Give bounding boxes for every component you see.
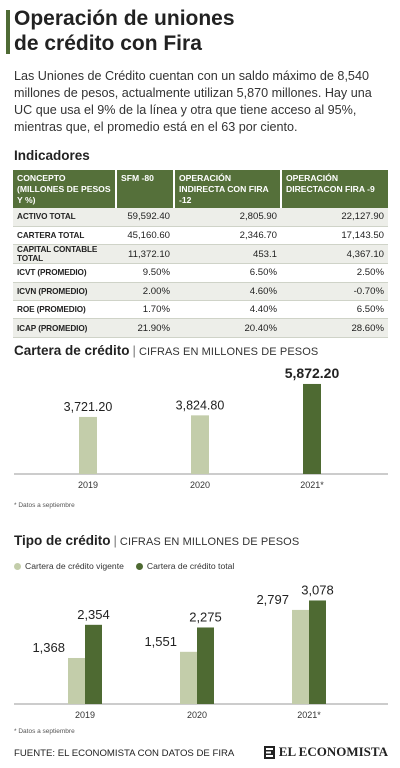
row-label: ICVT (PROMEDIO) bbox=[13, 263, 116, 283]
table-cell: 45,160.60 bbox=[116, 226, 174, 246]
column-header: OPERACIÓN INDIRECTA CON FIRA -12 bbox=[174, 170, 282, 208]
bar bbox=[191, 415, 209, 474]
chart2-heading: Tipo de crédito | CIFRAS EN MILLONES DE PE… bbox=[14, 533, 300, 548]
brand-name: EL ECONOMISTA bbox=[278, 744, 388, 759]
legend-swatch-vigente bbox=[14, 562, 21, 570]
chart1-heading: Cartera de crédito | CIFRAS EN MILLONES DE… bbox=[14, 343, 319, 358]
table-row: CARTERA TOTAL 45,160.60 2,346.70 17,143.50 bbox=[13, 226, 388, 246]
legend-swatch-total bbox=[135, 562, 143, 570]
table-row: ICAP (PROMEDIO) 21.90% 20.40% 28.60% bbox=[13, 318, 388, 338]
x-tick-label: 2019 bbox=[78, 480, 98, 490]
table-cell: 2.00% bbox=[116, 282, 174, 302]
table-cell: 11,372.10 bbox=[116, 244, 174, 265]
data-label: 2,275 bbox=[189, 609, 222, 624]
table-cell: 4.40% bbox=[174, 300, 281, 320]
chart2-legend: Cartera de crédito vigente Cartera de cr… bbox=[14, 561, 246, 571]
table-row: ROE (PROMEDIO) 1.70% 4.40% 6.50% bbox=[13, 300, 388, 320]
table-cell: 22,127.90 bbox=[281, 208, 388, 227]
data-label: 1,551 bbox=[144, 634, 177, 649]
table-cell: 28.60% bbox=[281, 318, 388, 338]
column-header: OPERACIÓN DIRECTACON FIRA -9 bbox=[281, 170, 388, 208]
row-label: ICAP (PROMEDIO) bbox=[13, 318, 116, 338]
intro-paragraph: Las Uniones de Crédito cuentan con un sa… bbox=[14, 69, 372, 134]
x-tick-label: 2021* bbox=[297, 710, 321, 720]
table-cell: 2,346.70 bbox=[174, 226, 281, 246]
x-tick-label: 2021* bbox=[300, 480, 324, 490]
indicators-header-row: CONCEPTO (MILLONES DE PESOS Y %) SFM -80 O… bbox=[13, 170, 388, 208]
bar-total bbox=[309, 600, 326, 704]
title-line-1: Operación de uniones bbox=[14, 7, 235, 30]
table-cell: 4,367.10 bbox=[281, 244, 388, 265]
indicators-table: CONCEPTO (MILLONES DE PESOS Y %) SFM -80 O… bbox=[13, 170, 388, 338]
table-row: ICVT (PROMEDIO) 9.50% 6.50% 2.50% bbox=[13, 263, 388, 283]
table-row: CAPITAL CONTABLE TOTAL 11,372.10 453.1 4,36… bbox=[13, 244, 388, 265]
chart1-note: * Datos a septiembre bbox=[14, 502, 75, 509]
table-cell: 6.50% bbox=[281, 300, 388, 320]
bar-vigente bbox=[180, 651, 197, 704]
chart1-svg: 3,721.20 2019 3,824.80 2020 5,872.20 2021* bbox=[14, 365, 388, 490]
page-title: Operación de uniones de crédito con Fira bbox=[14, 6, 394, 56]
x-tick-label: 2020 bbox=[187, 710, 207, 720]
table-cell: 2,805.90 bbox=[174, 208, 281, 227]
row-label: ROE (PROMEDIO) bbox=[13, 300, 116, 320]
chart1-container: 3,721.20 2019 3,824.80 2020 5,872.20 2021* bbox=[0, 360, 400, 500]
column-header: SFM -80 bbox=[116, 170, 175, 208]
chart2-svg: 1,368 2,354 2019 1,551 2,275 2020 2,797 3,078 20… bbox=[14, 582, 388, 720]
table-cell: 20.40% bbox=[174, 318, 281, 338]
data-label: 2,354 bbox=[77, 607, 110, 622]
chart2-container: 1,368 2,354 2019 1,551 2,275 2020 2,797 3,078 20… bbox=[0, 568, 400, 724]
bar-vigente bbox=[68, 657, 85, 704]
table-cell: 9.50% bbox=[116, 263, 174, 283]
title-accent-bar bbox=[6, 10, 10, 54]
table-cell: -0.70% bbox=[281, 282, 388, 302]
data-label: 3,078 bbox=[301, 582, 334, 597]
table-cell: 453.1 bbox=[174, 244, 281, 265]
table-cell: 17,143.50 bbox=[281, 226, 388, 246]
indicators-heading: Indicadores bbox=[14, 148, 90, 163]
table-cell: 4.60% bbox=[174, 282, 281, 302]
table-row: ICVN (PROMEDIO) 2.00% 4.60% -0.70% bbox=[13, 282, 388, 302]
row-label: CAPITAL CONTABLE TOTAL bbox=[13, 244, 116, 265]
table-cell: 21.90% bbox=[116, 318, 174, 338]
data-label: 3,824.80 bbox=[176, 398, 225, 412]
bar-total bbox=[85, 624, 102, 704]
data-label: 2,797 bbox=[256, 592, 289, 607]
data-label: 5,872.20 bbox=[285, 365, 340, 381]
table-cell: 59,592.40 bbox=[116, 208, 174, 227]
chart2-subtitle: CIFRAS EN MILLONES DE PESOS bbox=[119, 536, 300, 548]
source-footer: FUENTE: EL ECONOMISTA CON DATOS DE FIRA bbox=[14, 748, 235, 759]
row-label: ICVN (PROMEDIO) bbox=[13, 282, 116, 302]
brand-logo: EL ECONOMISTA bbox=[263, 744, 388, 760]
row-label: ACTIVO TOTAL bbox=[13, 208, 116, 227]
table-cell: 6.50% bbox=[174, 263, 281, 283]
column-header: CONCEPTO (MILLONES DE PESOS Y %) bbox=[13, 170, 117, 208]
bar-total bbox=[197, 627, 214, 704]
table-row: ACTIVO TOTAL 59,592.40 2,805.90 22,127.90 bbox=[13, 208, 388, 227]
table-cell: 1.70% bbox=[116, 300, 174, 320]
chart2-title: Tipo de crédito bbox=[14, 533, 111, 548]
indicators-title: Indicadores bbox=[14, 148, 90, 163]
x-tick-label: 2019 bbox=[75, 710, 95, 720]
bar bbox=[303, 383, 321, 474]
chart1-subtitle: CIFRAS EN MILLONES DE PESOS bbox=[138, 346, 319, 358]
legend-item-vigente: Cartera de crédito vigente bbox=[14, 561, 124, 571]
bar bbox=[79, 416, 97, 474]
data-label: 1,368 bbox=[32, 640, 65, 655]
bar-vigente bbox=[292, 609, 309, 704]
data-label: 3,721.20 bbox=[64, 400, 113, 414]
row-label: CARTERA TOTAL bbox=[13, 226, 116, 246]
chart2-note: * Datos a septiembre bbox=[14, 728, 75, 735]
legend-label-total: Cartera de crédito total bbox=[146, 561, 235, 571]
x-tick-label: 2020 bbox=[190, 480, 210, 490]
brand-mark-icon bbox=[263, 745, 275, 759]
legend-item-total: Cartera de crédito total bbox=[135, 561, 235, 571]
title-line-2: de crédito con Fira bbox=[14, 32, 202, 55]
legend-label-vigente: Cartera de crédito vigente bbox=[25, 561, 124, 571]
chart1-title: Cartera de crédito bbox=[14, 343, 130, 358]
table-cell: 2.50% bbox=[281, 263, 388, 283]
